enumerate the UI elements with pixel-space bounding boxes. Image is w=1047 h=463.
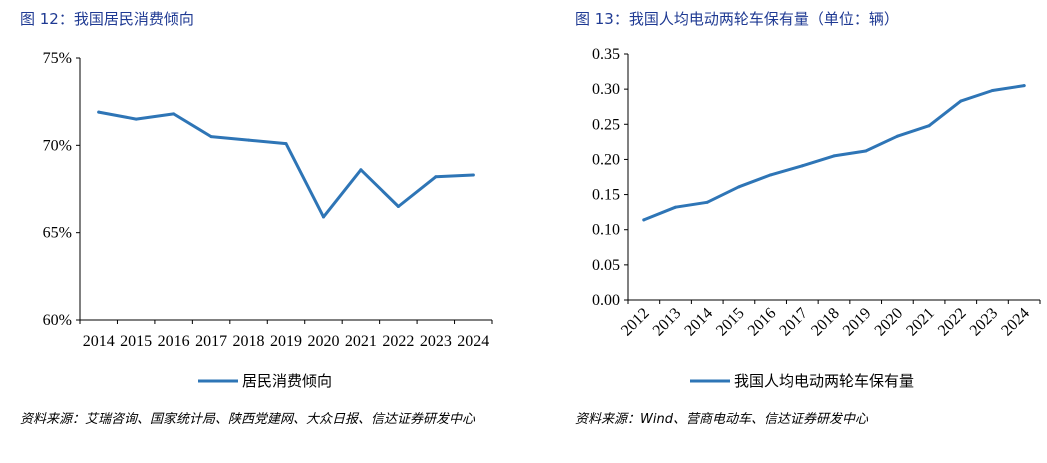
x-tick-label: 2016: [745, 305, 780, 340]
x-tick-label: 2020: [307, 333, 339, 350]
x-tick-label: 2013: [650, 305, 685, 340]
x-tick-label: 2022: [935, 305, 970, 340]
x-tick-label: 2022: [382, 333, 414, 350]
y-tick-label: 0.05: [592, 257, 620, 274]
data-point: [864, 149, 868, 153]
x-tick-label: 2023: [967, 305, 1002, 340]
x-tick-label: 2019: [270, 333, 302, 350]
data-point: [642, 218, 646, 222]
data-point: [832, 154, 836, 158]
data-point: [434, 175, 438, 179]
x-tick-label: 2016: [158, 333, 190, 350]
data-point: [172, 112, 176, 116]
source-note-left: 资料来源：艾瑞咨询、国家统计局、陕西党建网、大众日报、信达证券研发中心: [20, 412, 476, 427]
y-tick-label: 60%: [43, 312, 72, 329]
data-point: [1022, 84, 1026, 88]
data-point: [134, 117, 138, 121]
figure-caption-left: 图 12：我国居民消费倾向: [20, 10, 194, 28]
data-point: [247, 138, 251, 142]
legend-label: 我国人均电动两轮车保有量: [734, 372, 914, 390]
consumption-propensity-chart: 60% 65% 70% 75% 2014 2015 2016 2017 2018 2019 2020…: [43, 50, 493, 390]
data-point: [895, 134, 899, 138]
data-point: [800, 164, 804, 168]
x-tick-label: 2023: [420, 333, 452, 350]
y-tick-label: 0.15: [592, 187, 620, 204]
y-tick-label: 65%: [43, 225, 72, 242]
x-tick-label: 2019: [840, 305, 875, 340]
y-tick-label: 0.30: [592, 81, 620, 98]
data-point: [990, 89, 994, 93]
x-tick-label: 2018: [808, 305, 843, 340]
y-tick-label: 0.20: [592, 151, 620, 168]
ebike-ownership-chart: 0.00 0.05 0.10 0.15 0.20 0.25 0.30 0.35 20122013…: [592, 46, 1041, 390]
data-point: [209, 135, 213, 139]
x-tick-label: 2015: [713, 305, 748, 340]
x-tick-label: 2024: [457, 333, 489, 350]
data-point: [471, 173, 475, 177]
y-tick-label: 75%: [43, 50, 72, 67]
y-tick-label: 70%: [43, 137, 72, 154]
y-tick-label: 0.00: [592, 292, 620, 309]
x-tick-label: 2014: [83, 333, 115, 350]
series-line: [97, 110, 475, 219]
data-point: [927, 124, 931, 128]
data-point: [284, 142, 288, 146]
data-point: [705, 200, 709, 204]
x-tick-label: 2015: [120, 333, 152, 350]
figure-caption-right: 图 13：我国人均电动两轮车保有量（单位：辆）: [575, 10, 899, 28]
y-tick-label: 0.35: [592, 46, 620, 63]
data-point: [321, 215, 325, 219]
y-tick-label: 0.25: [592, 116, 620, 133]
x-tick-label: 2020: [872, 305, 907, 340]
x-tick-label: 2021: [903, 305, 938, 340]
data-point: [396, 204, 400, 208]
series-line: [642, 84, 1026, 222]
x-tick-label: 2024: [998, 305, 1033, 340]
x-tick-label: 2017: [195, 333, 227, 350]
source-note-right: 资料来源：Wind、营商电动车、信达证券研发中心: [575, 412, 868, 427]
data-point: [97, 110, 101, 114]
x-tick-label: 2012: [618, 305, 653, 340]
data-point: [769, 173, 773, 177]
data-point: [359, 168, 363, 172]
x-tick-label: 2021: [345, 333, 377, 350]
x-tick-label: 2018: [233, 333, 265, 350]
y-tick-label: 0.10: [592, 222, 620, 239]
legend-label: 居民消费倾向: [242, 372, 332, 390]
data-point: [674, 205, 678, 209]
data-point: [737, 185, 741, 189]
data-point: [959, 99, 963, 103]
x-tick-label: 2017: [776, 305, 811, 340]
x-tick-label: 2014: [681, 305, 716, 340]
